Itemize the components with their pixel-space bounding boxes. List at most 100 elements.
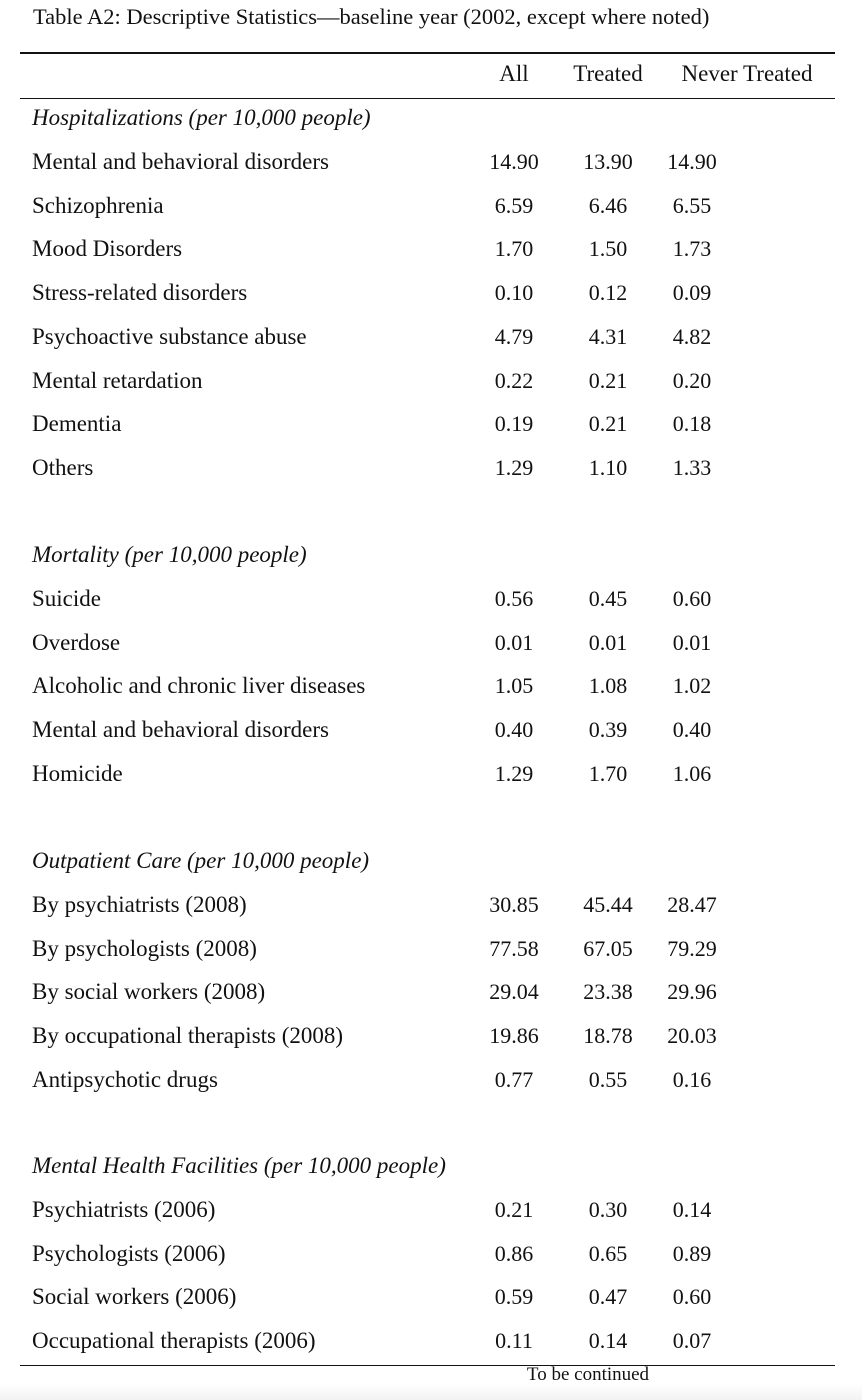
row-label: Mental and behavioral disorders [32,149,329,174]
top-rule [20,52,835,54]
row-label: Homicide [32,761,123,786]
row-label: Antipsychotic drugs [32,1067,218,1092]
value-cell: 0.19 [494,411,534,436]
table-row: Antipsychotic drugs 0.77 0.55 0.16 [0,1065,862,1095]
value-cell: 30.85 [489,892,539,917]
table-row: Psychiatrists (2006) 0.21 0.30 0.14 [0,1195,862,1225]
value-cell: 0.60 [672,586,712,611]
value-cell: 0.47 [588,1284,628,1309]
table-row: Psychoactive substance abuse 4.79 4.31 4.82 [0,322,862,352]
value-cell: 1.02 [672,673,712,698]
section-title: Hospitalizations (per 10,000 people) [32,105,371,130]
value-cell: 0.21 [494,1197,534,1222]
value-cell: 6.55 [672,193,712,218]
row-label: By occupational therapists (2008) [32,1023,344,1048]
section-title: Mental Health Facilities (per 10,000 peo… [32,1153,446,1178]
value-cell: 0.14 [672,1197,712,1222]
table-row: Psychologists (2006) 0.86 0.65 0.89 [0,1239,862,1269]
row-label: By psychiatrists (2008) [32,892,247,917]
value-cell: 0.55 [588,1067,628,1092]
value-cell: 1.70 [494,236,534,261]
value-cell: 1.06 [672,761,712,786]
value-cell: 0.07 [672,1328,712,1353]
section-title: Outpatient Care (per 10,000 people) [32,848,370,873]
table-row: By occupational therapists (2008) 19.86 18… [0,1021,862,1051]
value-cell: 0.60 [672,1284,712,1309]
row-label: Dementia [32,411,122,436]
table-row: Schizophrenia 6.59 6.46 6.55 [0,191,862,221]
value-cell: 0.59 [494,1284,534,1309]
value-cell: 0.39 [588,717,628,742]
value-cell: 0.40 [672,717,712,742]
page-edge [0,1384,862,1400]
table-row: Suicide 0.56 0.45 0.60 [0,584,862,614]
value-cell: 1.73 [672,236,712,261]
value-cell: 0.09 [672,280,712,305]
table-row: Homicide 1.29 1.70 1.06 [0,759,862,789]
row-label: Mood Disorders [32,236,183,261]
value-cell: 0.45 [588,586,628,611]
value-cell: 18.78 [583,1023,633,1048]
value-cell: 0.18 [672,411,712,436]
value-cell: 4.82 [672,324,712,349]
row-label: Others [32,455,94,480]
value-cell: 1.29 [494,761,534,786]
row-label: Social workers (2006) [32,1284,237,1309]
value-cell: 29.04 [489,979,539,1004]
value-cell: 29.96 [667,979,717,1004]
row-label: Psychiatrists (2006) [32,1197,216,1222]
value-cell: 0.56 [494,586,534,611]
value-cell: 6.46 [588,193,628,218]
value-cell: 1.08 [588,673,628,698]
value-cell: 28.47 [667,892,717,917]
value-cell: 0.11 [495,1328,533,1353]
table-row: Mental and behavioral disorders 0.40 0.39 0… [0,715,862,745]
value-cell: 0.20 [672,368,712,393]
value-cell: 0.77 [494,1067,534,1092]
row-label: Psychologists (2006) [32,1241,226,1266]
row-label: By psychologists (2008) [32,936,257,961]
value-cell: 0.12 [588,280,628,305]
value-cell: 1.29 [494,455,534,480]
row-label: Alcoholic and chronic liver diseases [32,673,366,698]
value-cell: 67.05 [583,936,633,961]
value-cell: 0.01 [672,630,712,655]
value-cell: 0.86 [494,1241,534,1266]
table-row: Alcoholic and chronic liver diseases 1.05… [0,671,862,701]
value-cell: 1.33 [672,455,712,480]
value-cell: 14.90 [489,149,539,174]
value-cell: 0.89 [672,1241,712,1266]
value-cell: 0.22 [494,368,534,393]
value-cell: 0.10 [494,280,534,305]
value-cell: 1.50 [588,236,628,261]
row-label: Schizophrenia [32,193,164,218]
table-row: Overdose 0.01 0.01 0.01 [0,628,862,658]
column-header-treated: Treated [573,61,643,86]
header-rule [20,98,835,99]
table-row: By psychologists (2008) 77.58 67.05 79.29 [0,934,862,964]
value-cell: 4.31 [588,324,628,349]
table-row: Mood Disorders 1.70 1.50 1.73 [0,234,862,264]
value-cell: 19.86 [489,1023,539,1048]
table-row: Mental and behavioral disorders 14.90 13.9… [0,147,862,177]
table-row: Occupational therapists (2006) 0.11 0.14 0.… [0,1326,862,1356]
continuation-note: To be continued [526,1364,650,1385]
column-header-never-treated: Never Treated [681,61,813,86]
value-cell: 0.01 [588,630,628,655]
value-cell: 79.29 [667,936,717,961]
value-cell: 0.65 [588,1241,628,1266]
value-cell: 1.10 [588,455,628,480]
table-row: Social workers (2006) 0.59 0.47 0.60 [0,1282,862,1312]
value-cell: 20.03 [667,1023,717,1048]
table-row: By psychiatrists (2008) 30.85 45.44 28.47 [0,890,862,920]
column-header-all: All [499,61,529,86]
value-cell: 13.90 [583,149,633,174]
row-label: Mental and behavioral disorders [32,717,329,742]
table-row: Stress-related disorders 0.10 0.12 0.09 [0,278,862,308]
row-label: Overdose [32,630,121,655]
table-caption: Table A2: Descriptive Statistics—baselin… [33,4,710,29]
table-row: Dementia 0.19 0.21 0.18 [0,409,862,439]
row-label: Suicide [32,586,101,611]
table-row: Others 1.29 1.10 1.33 [0,453,862,483]
